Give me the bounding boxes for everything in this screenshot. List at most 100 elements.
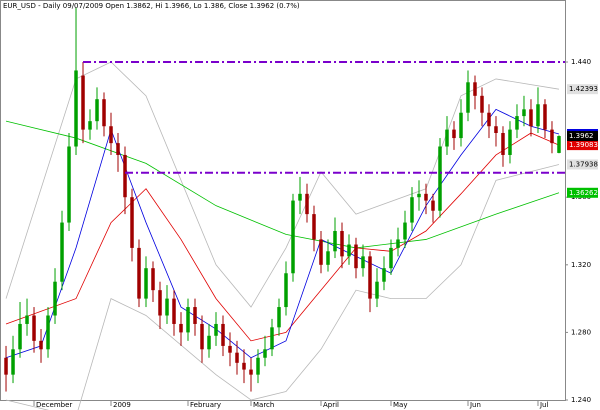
candle-body (179, 323, 183, 333)
candle-body (347, 244, 351, 257)
candle-body (46, 315, 50, 350)
indicator-line (5, 108, 560, 359)
candle-body (165, 298, 169, 316)
value-tag-label: 1.37938 (569, 160, 598, 168)
candle-body (305, 193, 309, 215)
candle-body (102, 99, 106, 127)
candle-body (116, 143, 120, 155)
candle-body (284, 273, 288, 308)
x-tick-label: May (393, 401, 407, 409)
candle-body (354, 244, 358, 269)
value-tag-label: 1.3962 (569, 132, 594, 140)
candle-body (109, 126, 113, 144)
candle-body (417, 193, 421, 198)
candle-body (200, 323, 204, 350)
candle-body (263, 349, 267, 358)
candle-body (221, 323, 225, 346)
candle-body (207, 335, 211, 350)
candle-body (382, 268, 386, 282)
candle-body (340, 231, 344, 257)
candle-body (256, 357, 260, 375)
candle-body (4, 357, 8, 375)
value-tag (567, 131, 598, 142)
candle-body (452, 129, 456, 139)
candle-body (550, 129, 554, 144)
candle-body (424, 193, 428, 201)
value-tag-label: 1.42393 (569, 85, 598, 93)
candle-body (403, 222, 407, 240)
candle-body (144, 268, 148, 299)
candle-body (319, 239, 323, 265)
candle-body (249, 369, 253, 375)
candle-body (235, 352, 239, 363)
candle-body (11, 349, 15, 375)
x-tick-label: Jun (469, 401, 481, 409)
candle-body (326, 251, 330, 265)
candle-body (361, 256, 365, 269)
value-tag (567, 140, 598, 151)
candle-body (466, 82, 470, 113)
candle-body (151, 268, 155, 291)
candle-body (214, 323, 218, 336)
candle-body (186, 307, 190, 333)
candle-body (494, 126, 498, 133)
candle-body (32, 315, 36, 341)
value-tag (567, 84, 598, 95)
candle-body (445, 129, 449, 147)
candle-body (81, 75, 85, 130)
candle-body (487, 112, 491, 127)
candle-body (522, 109, 526, 117)
candle-body (270, 327, 274, 350)
candle-body (410, 197, 414, 223)
candle-body (368, 256, 372, 299)
candle-body (242, 362, 246, 370)
candle-body (39, 340, 43, 350)
candle-body (312, 214, 316, 240)
candle-body (543, 104, 547, 130)
candle-body (123, 154, 127, 198)
value-tag-label: 1.39083 (569, 141, 598, 149)
candle-body (459, 112, 463, 139)
candle-body (473, 82, 477, 96)
plot-frame (0, 0, 566, 401)
candle-body (60, 222, 64, 282)
candle-body (74, 70, 78, 147)
indicator-line (5, 120, 560, 249)
candle-body (88, 121, 92, 130)
candle-body (277, 307, 281, 328)
candle-body (389, 247, 393, 269)
candle-body (557, 136, 561, 153)
candle-body (536, 104, 540, 127)
candle-body (298, 193, 302, 201)
x-tick-label: April (323, 401, 339, 409)
y-tick-label: 1.240 (571, 396, 591, 404)
x-tick-label: February (190, 401, 221, 409)
y-tick-label: 1.440 (571, 58, 591, 66)
chart-title: EUR_USD - Daily 09/07/2009 Open 1.3862, … (3, 2, 300, 10)
value-tag-label: 1.36262 (569, 189, 598, 197)
candle-body (501, 132, 505, 155)
candle-body (130, 197, 134, 248)
y-tick-label: 1.280 (571, 328, 591, 336)
candle-body (67, 146, 71, 223)
x-tick-label: December (36, 401, 72, 409)
candle-body (193, 307, 197, 324)
candle-body (438, 146, 442, 211)
candle-body (515, 116, 519, 130)
x-tick-label: 2009 (113, 401, 131, 409)
candle-body (333, 231, 337, 252)
y-tick-label: 1.320 (571, 261, 591, 269)
value-tag (567, 187, 598, 198)
candle-body (172, 298, 176, 324)
candle-body (95, 99, 99, 122)
candle-body (480, 95, 484, 113)
candle-body (18, 323, 22, 350)
candle-body (431, 200, 435, 211)
candle-body (228, 345, 232, 353)
candle-body (25, 315, 29, 324)
x-tick-label: Jul (539, 401, 549, 409)
candle-body (291, 200, 295, 274)
x-tick-label: March (253, 401, 274, 409)
candle-body (529, 109, 533, 127)
candle-body (375, 281, 379, 299)
